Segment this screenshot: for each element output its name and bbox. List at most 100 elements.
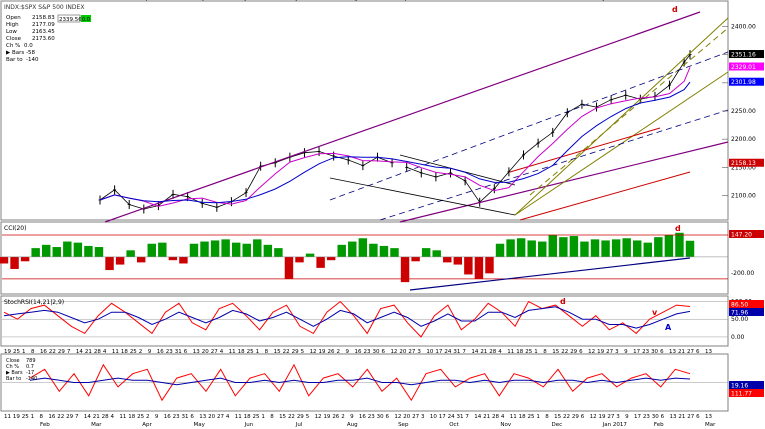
pane4-value-badge-2 bbox=[729, 389, 764, 397]
date-bottom-day-label: 27 bbox=[217, 414, 224, 420]
cci-bar bbox=[189, 243, 199, 257]
cci-bar bbox=[105, 256, 114, 271]
red-trend-lower bbox=[519, 171, 691, 221]
date-bottom-day-label: 14 bbox=[474, 414, 481, 420]
date-top-day-label: 2 bbox=[139, 349, 143, 355]
cci-bar bbox=[263, 244, 273, 257]
cci-bar bbox=[274, 248, 283, 257]
date-bottom-day-label: 2 bbox=[146, 414, 150, 420]
date-bottom-day-label: 11 bbox=[510, 414, 517, 420]
stoch-label: StochRSI(14,21|2,9) bbox=[4, 299, 64, 306]
date-bottom-month-label: Jul bbox=[295, 422, 303, 428]
date-bottom-day-label: 25 bbox=[252, 414, 259, 420]
date-top-month-label: Mar bbox=[91, 0, 102, 2]
date-bottom-day-label: 19 bbox=[323, 414, 330, 420]
cci-bar bbox=[326, 256, 336, 261]
date-top-day-label: 17 bbox=[633, 349, 640, 355]
black-decline-line bbox=[329, 177, 516, 216]
olive-upper-line bbox=[514, 17, 729, 216]
date-top-day-label: 16 bbox=[40, 349, 47, 355]
top-value-box bbox=[57, 14, 81, 23]
cci-bar bbox=[369, 243, 378, 257]
date-top-day-label: 11 bbox=[112, 349, 119, 355]
date-bottom-day-label: 2 bbox=[341, 414, 345, 420]
date-top-day-label: 6 bbox=[660, 349, 664, 355]
date-bottom-day-label: 7 bbox=[465, 414, 469, 420]
cci-bar bbox=[464, 256, 473, 275]
date-bottom-day-label: 28 bbox=[492, 414, 499, 420]
cci-bar bbox=[527, 240, 536, 257]
cci-bar bbox=[52, 247, 61, 257]
cci-bar bbox=[0, 256, 9, 264]
date-top-day-label: 4 bbox=[220, 349, 224, 355]
date-top-day-label: 28 bbox=[94, 349, 101, 355]
date-bottom-month-label: Aug bbox=[347, 422, 358, 428]
cci-bar bbox=[548, 234, 558, 257]
annotation-d-cci: d bbox=[675, 224, 681, 233]
price-badge-label: 2351.16 bbox=[731, 52, 756, 59]
price-tick-label: 2200.00 bbox=[731, 136, 756, 143]
cci-bar bbox=[305, 253, 315, 257]
date-top-day-label: 23 bbox=[642, 349, 649, 355]
pane4-close-label: Close bbox=[6, 358, 20, 364]
pane4-value-2: 111.77 bbox=[731, 391, 752, 398]
date-top-day-label: 23 bbox=[166, 349, 173, 355]
date-top-day-label: 15 bbox=[552, 349, 559, 355]
date-bottom-month-label: Apr bbox=[142, 422, 152, 428]
cci-bar bbox=[506, 239, 515, 257]
cci-bar bbox=[253, 239, 262, 257]
date-top-day-label: 22 bbox=[49, 349, 56, 355]
date-top-month-label: Jan 2017 bbox=[602, 0, 628, 2]
date-top-day-label: 29 bbox=[292, 349, 299, 355]
cci-bar bbox=[590, 239, 600, 257]
date-top-month-label: Dec bbox=[552, 0, 563, 2]
date-top-day-label: 11 bbox=[507, 349, 514, 355]
date-bottom-day-label: 4 bbox=[110, 414, 114, 420]
date-top-day-label: 20 bbox=[399, 349, 406, 355]
date-top-day-label: 18 bbox=[121, 349, 128, 355]
pane4-bars: -17 bbox=[26, 370, 34, 376]
cci-bar bbox=[84, 245, 93, 257]
date-top-day-label: 5 bbox=[301, 349, 305, 355]
stoch-slow-line bbox=[3, 306, 691, 329]
date-bottom-day-label: 3 bbox=[421, 414, 425, 420]
date-top-day-label: 7 bbox=[67, 349, 71, 355]
date-top-day-label: 13 bbox=[705, 349, 712, 355]
cci-bar bbox=[685, 240, 695, 257]
date-top-day-label: 22 bbox=[283, 349, 290, 355]
cci-bar bbox=[31, 248, 40, 257]
date-bottom-day-label: 17 bbox=[634, 414, 641, 420]
cci-bar bbox=[643, 242, 653, 257]
cci-bar bbox=[231, 242, 241, 257]
date-bottom-day-label: 19 bbox=[599, 414, 606, 420]
date-top-day-label: 23 bbox=[363, 349, 370, 355]
date-bottom-day-label: 8 bbox=[270, 414, 274, 420]
date-top-day-label: 21 bbox=[85, 349, 92, 355]
date-bottom-day-label: 28 bbox=[102, 414, 109, 420]
date-bottom-day-label: 30 bbox=[652, 414, 659, 420]
date-top-day-label: 1 bbox=[256, 349, 260, 355]
date-top-day-label: 2 bbox=[337, 349, 341, 355]
date-top-month-label: Jun bbox=[244, 0, 254, 2]
date-bottom-day-label: 18 bbox=[128, 414, 135, 420]
cci-bar bbox=[358, 238, 368, 257]
date-bottom-day-label: 31 bbox=[181, 414, 188, 420]
price-badge bbox=[729, 77, 764, 86]
date-top-day-label: 25 bbox=[13, 349, 20, 355]
date-bottom-day-label: 22 bbox=[288, 414, 295, 420]
date-bottom-day-label: 21 bbox=[93, 414, 100, 420]
cci-bar bbox=[495, 243, 505, 257]
date-top-month-label: Feb bbox=[654, 0, 664, 2]
cci-bar bbox=[41, 244, 51, 257]
date-top-day-label: 12 bbox=[588, 349, 595, 355]
cci-bar bbox=[200, 241, 209, 257]
price-tick-label: 2250.00 bbox=[731, 108, 756, 115]
date-bottom-month-label: Dec bbox=[552, 422, 563, 428]
date-top-day-label: 14 bbox=[471, 349, 478, 355]
cci-bar bbox=[443, 256, 452, 263]
cci-bar bbox=[664, 234, 674, 257]
chg-label: Ch % bbox=[6, 43, 20, 49]
date-bottom-day-label: 29 bbox=[66, 414, 73, 420]
date-bottom-day-label: 11 bbox=[235, 414, 242, 420]
